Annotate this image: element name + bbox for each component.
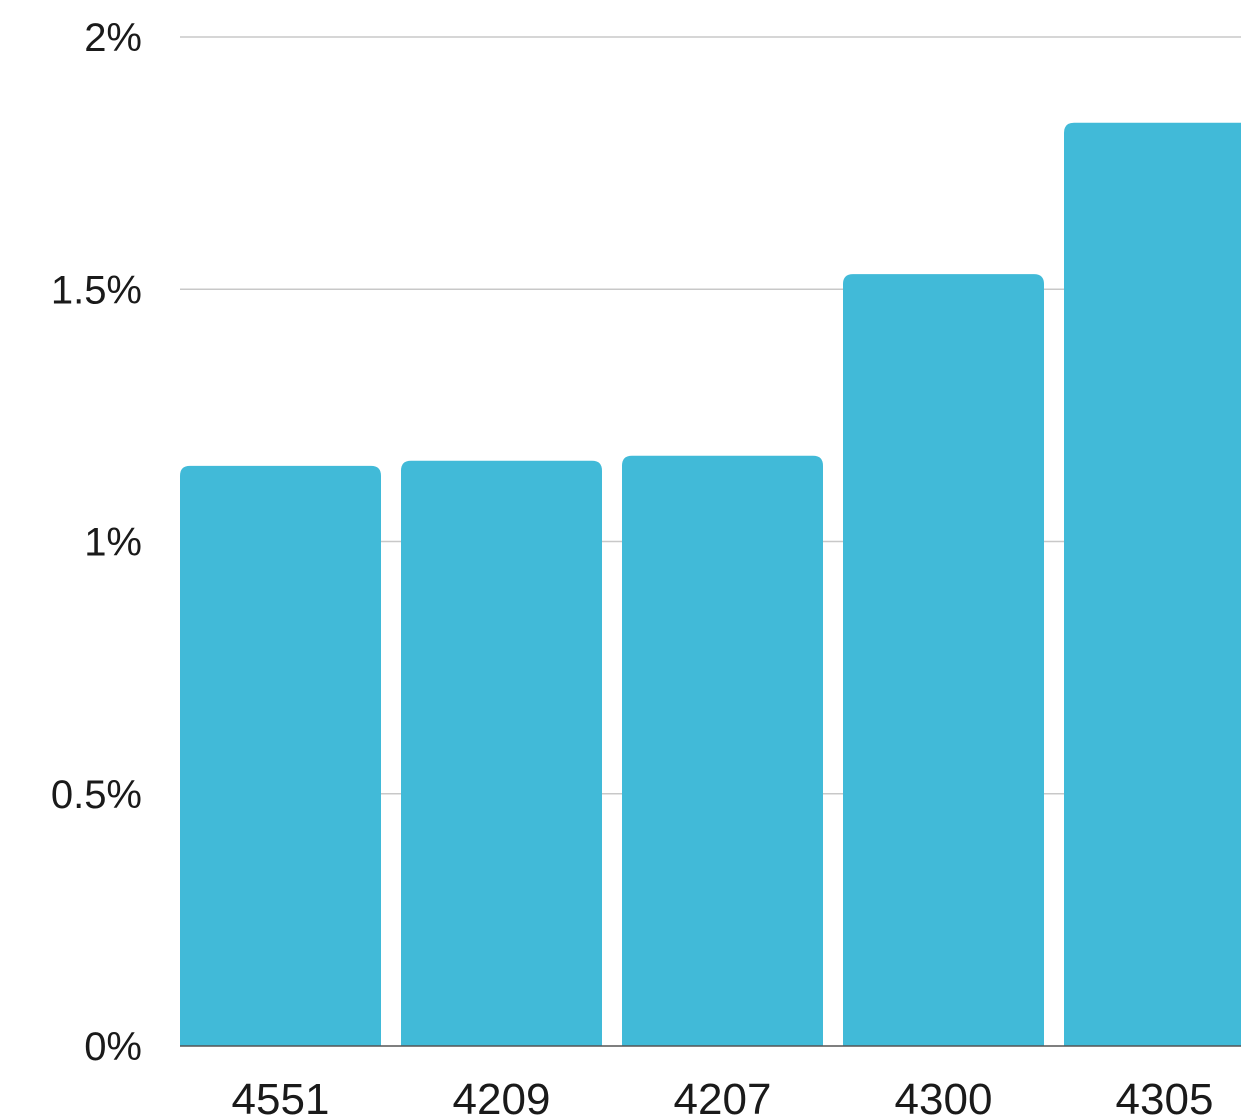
x-category-label: 4209 [453, 1075, 551, 1118]
y-axis-tick-labels: 0% 0.5% 1% 1.5% 2% [51, 16, 142, 1069]
y-tick-label: 1.5% [51, 268, 142, 312]
y-tick-label: 2% [84, 16, 142, 60]
y-tick-label: 1% [84, 521, 142, 565]
x-category-label: 4300 [895, 1075, 993, 1118]
x-category-label: 4551 [232, 1075, 330, 1118]
bar-4305 [1064, 122, 1241, 1046]
bar-4209 [401, 460, 602, 1046]
bar-4207 [622, 455, 823, 1046]
y-tick-label: 0.5% [51, 773, 142, 817]
bar-4551 [180, 465, 381, 1046]
bar-4300 [843, 274, 1044, 1046]
x-category-label: 4207 [674, 1075, 772, 1118]
y-tick-label: 0% [84, 1025, 142, 1069]
x-axis-category-labels: 4551 4209 4207 4300 4305 [232, 1075, 1214, 1118]
x-category-label: 4305 [1116, 1075, 1214, 1118]
bars [180, 122, 1241, 1046]
